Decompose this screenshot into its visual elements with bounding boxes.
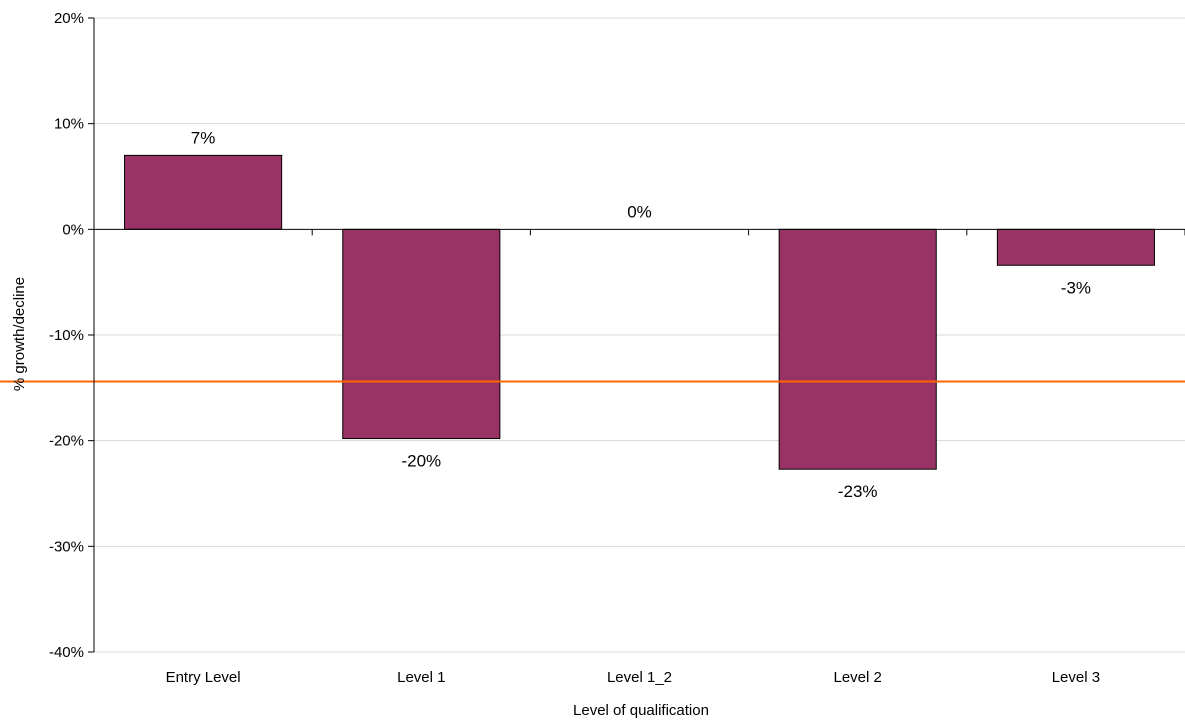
gridlines [94,17,1185,653]
data-label: -23% [838,482,878,501]
bar [778,228,937,470]
axes: 20% 10% 0% -10% -20% -30% -40% Entry Level Level… [49,10,1185,686]
data-label: -20% [401,452,441,471]
data-labels: 7% -20% 0% -23% -3% [191,128,1091,501]
x-tick-label: Level 3 [1052,669,1100,686]
bar [996,228,1155,266]
bar [124,154,283,230]
x-tick-label: Level 1_2 [607,669,672,686]
x-axis-title: Level of qualification [573,702,709,719]
y-tick-label: 10% [54,116,84,133]
x-tick-label: Level 1 [397,669,445,686]
x-tick-label: Level 2 [834,669,882,686]
y-axis-title: % growth/decline [11,277,28,391]
data-label: 7% [191,128,216,147]
bar [342,228,501,440]
y-tick-label: -10% [49,327,84,344]
data-label: 0% [627,202,652,221]
y-tick-label: -40% [49,644,84,661]
y-tick-label: -30% [49,538,84,555]
y-tick-label: 20% [54,10,84,27]
y-tick-label: 0% [62,221,84,238]
x-tick-label: Entry Level [166,669,241,686]
data-label: -3% [1061,278,1091,297]
y-tick-label: -20% [49,433,84,450]
